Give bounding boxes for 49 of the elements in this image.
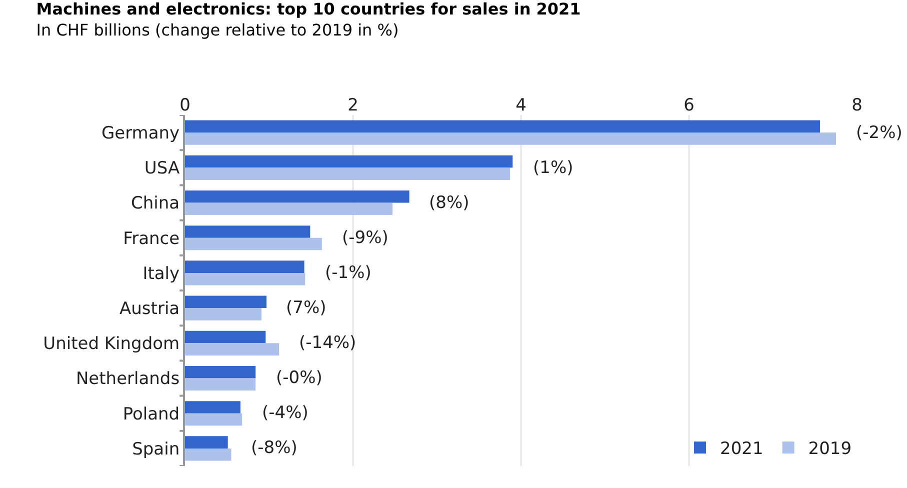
bar: [185, 401, 240, 414]
bar: [185, 366, 256, 378]
annotation: (7%): [286, 298, 326, 318]
y-tick-label: Spain: [132, 439, 180, 460]
annotation: (-1%): [325, 263, 372, 283]
bar: [185, 448, 232, 461]
bar: [185, 378, 256, 391]
y-tick-label: Germany: [101, 124, 180, 144]
annotation: (1%): [533, 158, 574, 178]
bar: [185, 413, 242, 426]
bar: [185, 226, 310, 238]
annotation: (-4%): [262, 403, 308, 423]
annotation: (8%): [429, 193, 470, 213]
bar: [185, 330, 266, 344]
bar: [185, 296, 266, 308]
bar: [185, 436, 228, 448]
bar: [185, 308, 262, 320]
y-tick-label: Italy: [142, 264, 180, 284]
chart-subtitle: In CHF billions (change relative to 2019 in %): [36, 20, 399, 40]
bar: [185, 238, 322, 250]
x-tick-label: 2: [348, 96, 358, 116]
x-tick-label: 4: [516, 96, 526, 116]
annotation: (-14%): [299, 333, 356, 353]
x-tick-label: 6: [684, 96, 694, 116]
legend-label: 2021: [720, 439, 764, 460]
annotation: (-0%): [276, 368, 322, 388]
bar: [185, 132, 836, 145]
y-tick-label: China: [131, 194, 180, 214]
annotation: (-8%): [251, 438, 298, 458]
y-tick-label: USA: [144, 158, 180, 179]
x-tick-label: 0: [180, 96, 190, 116]
bar: [185, 260, 304, 273]
annotation: (-2%): [856, 123, 902, 143]
bar: [185, 120, 820, 133]
bar: [185, 343, 280, 356]
y-tick-label: Netherlands: [76, 369, 180, 390]
bar: [185, 190, 410, 203]
bar: [185, 168, 510, 180]
chart-title: Machines and electronics: top 10 countries for sales in 2021: [36, 0, 581, 19]
y-tick-label: Austria: [120, 299, 180, 319]
y-tick-label: Poland: [122, 404, 180, 424]
bar: [185, 202, 392, 216]
bar: [185, 272, 306, 286]
legend-label: 2019: [808, 439, 852, 460]
bar: [185, 155, 513, 168]
annotation: (-9%): [342, 228, 388, 248]
x-tick-label: 8: [852, 96, 862, 116]
y-tick-label: France: [123, 228, 180, 249]
y-tick-label: United Kingdom: [43, 334, 180, 354]
